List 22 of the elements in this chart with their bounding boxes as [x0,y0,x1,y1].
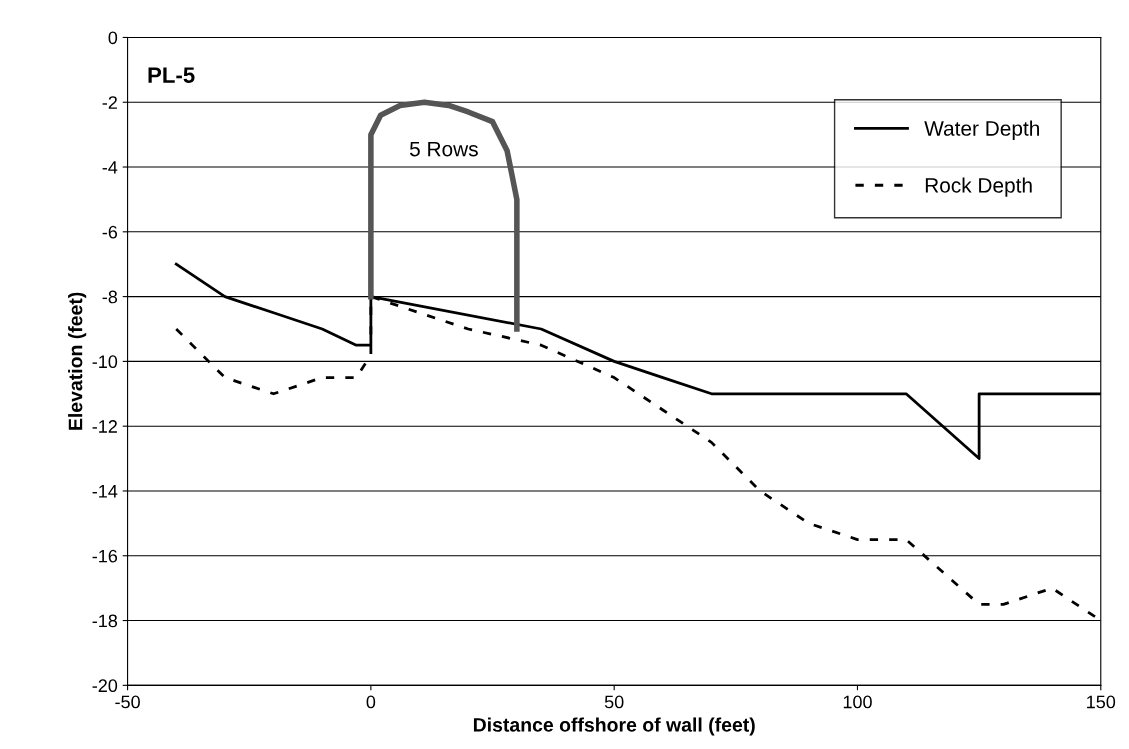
y-tick-label: -20 [92,679,118,693]
x-axis-title: Distance offshore of wall (feet) [473,717,755,736]
y-tick-label: -10 [92,355,118,369]
x-tick-label: 100 [843,695,872,709]
text: PL-5 [148,67,195,83]
y-tick-label: -2 [102,96,117,109]
y-tick-label: -18 [92,614,118,628]
y-tick-label: -4 [102,161,118,174]
legend-label: Water Depth [924,120,1039,140]
y-tick-label: -6 [102,225,118,239]
legend-label: Rock Depth [925,177,1032,197]
x-tick-label: 50 [604,695,624,709]
y-tick-label: -8 [102,290,118,304]
x-tick-label: -50 [115,695,140,709]
y-axis-title: Elevation (feet) [68,292,87,430]
annotation: 5 Rows [409,141,478,157]
x-tick-label: 150 [1087,695,1116,709]
y-tick-label: -14 [92,485,118,498]
y-tick-label: 0 [108,31,118,45]
y-tick-label: -12 [92,420,117,433]
y-tick-label: -16 [92,549,118,563]
x-tick-label: 0 [366,695,376,709]
